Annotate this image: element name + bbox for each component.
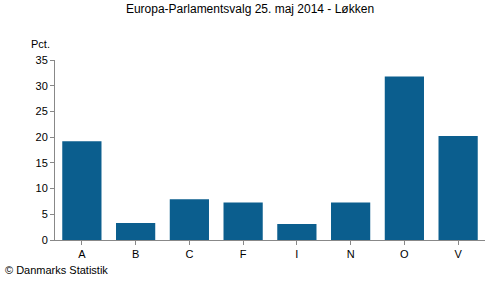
svg-text:5: 5 <box>42 208 48 220</box>
svg-text:15: 15 <box>36 157 48 169</box>
svg-text:20: 20 <box>36 131 48 143</box>
svg-text:0: 0 <box>42 234 48 246</box>
svg-text:25: 25 <box>36 105 48 117</box>
svg-text:V: V <box>454 248 462 260</box>
svg-text:N: N <box>347 248 355 260</box>
svg-text:F: F <box>240 248 247 260</box>
svg-text:O: O <box>400 248 409 260</box>
svg-text:35: 35 <box>36 54 48 66</box>
svg-text:© Danmarks Statistik: © Danmarks Statistik <box>5 264 108 276</box>
svg-text:Pct.: Pct. <box>31 38 50 50</box>
svg-text:B: B <box>132 248 139 260</box>
svg-text:10: 10 <box>36 182 48 194</box>
svg-text:I: I <box>295 248 298 260</box>
svg-text:30: 30 <box>36 80 48 92</box>
svg-text:C: C <box>185 248 193 260</box>
svg-text:A: A <box>78 248 86 260</box>
svg-text:Europa-Parlamentsvalg 25. maj: Europa-Parlamentsvalg 25. maj 2014 - Løk… <box>126 2 374 16</box>
